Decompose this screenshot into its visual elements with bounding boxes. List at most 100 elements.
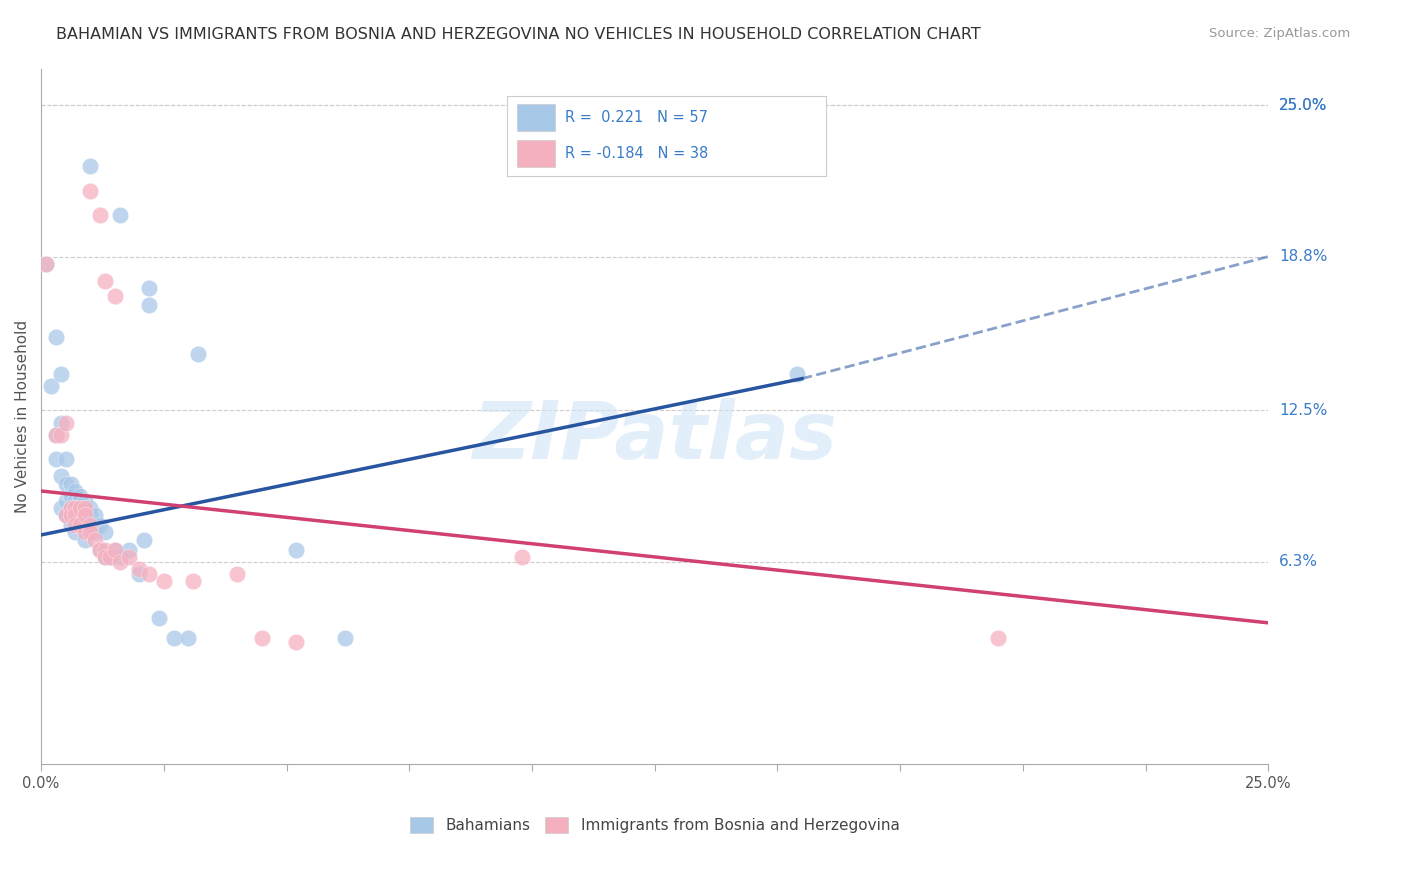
Point [108,549,131,564]
Point [187,347,209,361]
Point [89,542,111,557]
Point [65,518,87,533]
Point [75,501,97,516]
Point [39,379,62,393]
Point [35,257,58,271]
Text: 25.0%: 25.0% [1279,97,1327,112]
Point [69,501,91,516]
Y-axis label: No Vehicles in Household: No Vehicles in Household [15,320,30,513]
Point [94,542,117,557]
Point [59,501,82,516]
Point [89,542,111,557]
Point [104,542,127,557]
Point [94,274,117,288]
Point [79,159,101,173]
Point [59,508,82,523]
Point [69,489,91,503]
Point [69,508,91,523]
Point [104,542,127,557]
Point [65,508,87,523]
Point [45,427,67,442]
Point [49,416,72,430]
Point [49,367,72,381]
Point [89,208,111,222]
Text: 18.8%: 18.8% [1279,249,1327,264]
Point [59,476,82,491]
Text: 12.5%: 12.5% [1279,403,1327,417]
Point [65,525,87,540]
Point [75,493,97,508]
Point [65,501,87,516]
Point [285,635,308,649]
Point [79,525,101,540]
Point [35,257,58,271]
Point [138,298,160,312]
Point [79,518,101,533]
Point [55,476,77,491]
Point [49,501,72,516]
Point [55,493,77,508]
Point [65,501,87,516]
Point [118,542,141,557]
Point [69,518,91,533]
Text: ZIPatlas: ZIPatlas [472,399,837,476]
Point [134,533,156,547]
Point [108,208,131,222]
Point [75,525,97,540]
Point [987,631,1010,645]
Point [104,288,127,302]
Point [45,330,67,344]
Point [75,508,97,523]
Point [163,631,186,645]
Point [49,469,72,483]
Point [55,452,77,467]
Point [55,416,77,430]
Point [49,427,72,442]
Point [285,542,308,557]
Point [45,452,67,467]
Point [65,508,87,523]
Point [65,493,87,508]
Point [335,631,357,645]
Point [181,574,204,589]
Point [153,574,176,589]
Point [118,549,141,564]
Legend: Bahamians, Immigrants from Bosnia and Herzegovina: Bahamians, Immigrants from Bosnia and He… [411,817,900,833]
Point [65,483,87,498]
Point [69,501,91,516]
Point [59,501,82,516]
Point [786,367,808,381]
Point [65,518,87,533]
Point [79,184,101,198]
Point [226,567,249,582]
Point [79,501,101,516]
Point [59,508,82,523]
Point [84,533,107,547]
Point [55,508,77,523]
Point [59,518,82,533]
Point [94,549,117,564]
Point [45,427,67,442]
Point [79,508,101,523]
Text: 25.0%: 25.0% [1279,97,1327,112]
Text: BAHAMIAN VS IMMIGRANTS FROM BOSNIA AND HERZEGOVINA NO VEHICLES IN HOUSEHOLD CORR: BAHAMIAN VS IMMIGRANTS FROM BOSNIA AND H… [56,27,981,42]
Point [89,518,111,533]
Point [138,281,160,295]
Point [75,518,97,533]
Point [98,549,121,564]
Point [75,501,97,516]
Point [128,562,150,576]
Point [510,549,533,564]
Point [94,549,117,564]
Text: Source: ZipAtlas.com: Source: ZipAtlas.com [1209,27,1350,40]
Point [148,611,170,625]
Point [94,525,117,540]
Point [55,508,77,523]
Point [138,567,160,582]
Point [75,533,97,547]
Point [108,555,131,569]
Text: 6.3%: 6.3% [1279,554,1319,569]
Point [177,631,200,645]
Point [59,489,82,503]
Point [250,631,273,645]
